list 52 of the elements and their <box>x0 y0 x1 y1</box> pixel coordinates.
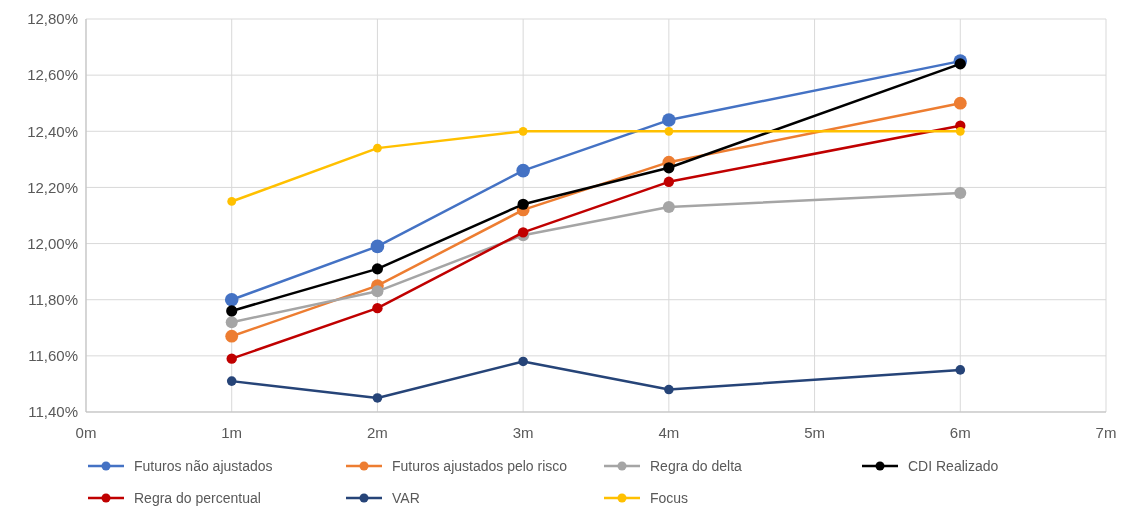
point <box>225 316 238 329</box>
point <box>955 365 966 375</box>
point <box>226 305 238 317</box>
point <box>227 197 237 206</box>
y-tick-label: 12,00% <box>27 234 78 252</box>
point <box>516 163 530 178</box>
x-tick-label: 3m <box>512 424 534 441</box>
x-tick-label: 7m <box>1095 424 1117 441</box>
point <box>663 162 675 174</box>
point <box>373 143 382 153</box>
y-tick-label: 11,40% <box>28 403 78 421</box>
y-tick-label: 12,80% <box>27 10 78 28</box>
legend-label: VAR <box>392 489 420 506</box>
legend-label: CDI Realizado <box>908 457 999 474</box>
point <box>955 126 965 136</box>
point <box>224 292 239 307</box>
x-tick-label: 5m <box>804 424 825 441</box>
point <box>370 239 385 254</box>
point <box>518 126 528 136</box>
x-tick-label: 0m <box>75 424 97 441</box>
x-tick-label: 4m <box>658 424 680 441</box>
point <box>954 187 967 200</box>
point <box>954 58 966 70</box>
point <box>664 384 674 395</box>
point <box>371 263 384 275</box>
point <box>662 113 676 127</box>
y-tick-label: 12,40% <box>27 122 78 140</box>
point <box>664 126 674 136</box>
point <box>517 227 529 238</box>
point <box>517 198 529 210</box>
point <box>371 285 384 298</box>
point <box>663 176 675 188</box>
point <box>372 302 383 314</box>
y-tick-label: 12,20% <box>27 178 78 196</box>
legend-label: Focus <box>650 489 689 506</box>
point <box>226 353 237 364</box>
point <box>518 356 528 367</box>
y-tick-label: 11,80% <box>28 290 78 308</box>
point <box>225 329 239 343</box>
point <box>953 96 967 110</box>
point <box>226 376 237 386</box>
legend-label: Regra do percentual <box>134 489 261 506</box>
legend-label: Regra do delta <box>650 457 743 474</box>
y-tick-label: 12,60% <box>27 66 78 84</box>
legend-label: Futuros ajustados pelo risco <box>392 457 568 474</box>
x-tick-label: 1m <box>221 424 243 441</box>
y-tick-label: 11,60% <box>28 347 78 365</box>
point <box>372 393 383 403</box>
point <box>662 201 675 214</box>
x-tick-label: 2m <box>367 424 388 441</box>
legend-label: Futuros não ajustados <box>134 457 273 474</box>
x-tick-label: 6m <box>949 424 971 441</box>
